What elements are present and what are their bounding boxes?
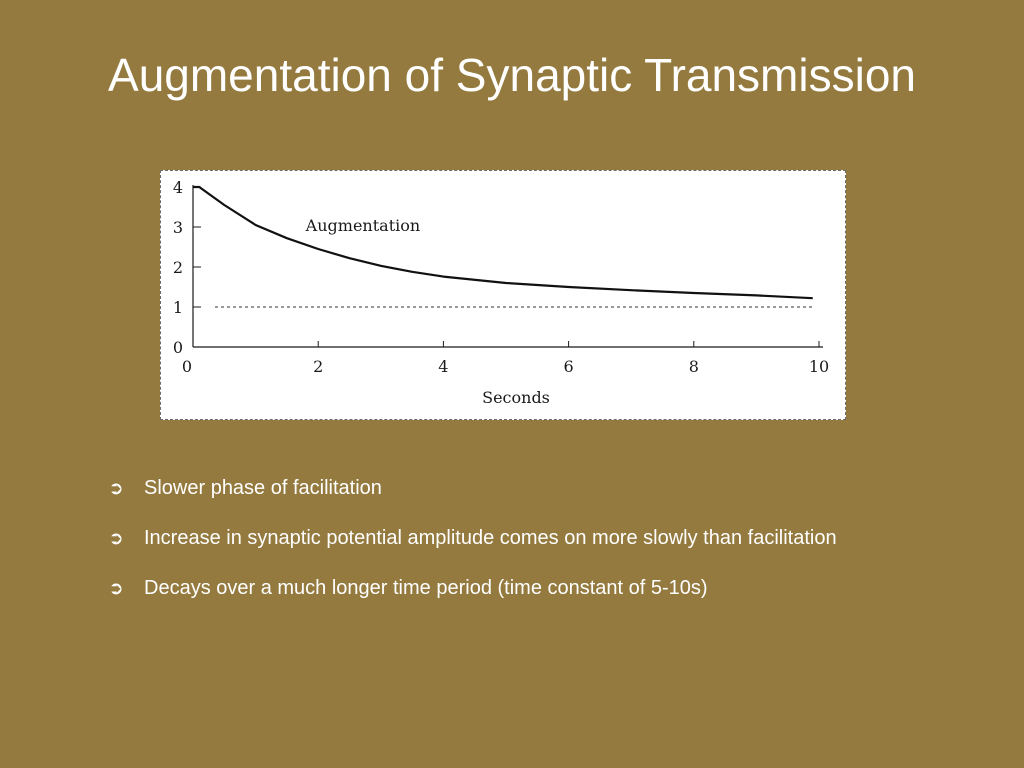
circled-arrow-icon: ➲ [108, 578, 124, 598]
chart-canvas: 0 2 4 6 8 10 0 1 2 3 4 Augmentation Seconds [173, 178, 829, 407]
x-tick-label: 0 [182, 357, 192, 376]
y-tick-label: 0 [173, 338, 183, 357]
augmentation-curve [193, 185, 813, 300]
slide-title: Augmentation of Synaptic Transmission [108, 49, 916, 101]
y-tick-label: 2 [173, 258, 183, 277]
x-tick-label: 2 [313, 357, 323, 376]
circled-arrow-icon: ➲ [108, 528, 124, 548]
bullet-item: ➲ Increase in synaptic potential amplitu… [104, 524, 944, 552]
circled-arrow-icon: ➲ [108, 478, 124, 498]
bullet-text: Slower phase of facilitation [144, 477, 382, 499]
bullet-text: Increase in synaptic potential amplitude… [144, 527, 837, 549]
x-axis-label: Seconds [482, 388, 550, 407]
bullet-item: ➲ Decays over a much longer time period … [104, 574, 944, 602]
series-label: Augmentation [305, 216, 421, 235]
x-tick-label: 6 [564, 357, 574, 376]
y-tick-label: 3 [173, 218, 183, 237]
bullet-text: Decays over a much longer time period (t… [144, 577, 708, 599]
chart-labels: 0 2 4 6 8 10 0 1 2 3 4 Augmentation Seconds [173, 178, 829, 407]
augmentation-chart: 0 2 4 6 8 10 0 1 2 3 4 Augmentation Seconds [160, 170, 846, 420]
y-tick-label: 1 [173, 298, 183, 317]
bullet-item: ➲ Slower phase of facilitation [104, 474, 944, 502]
series-layer [193, 185, 813, 300]
x-tick-label: 8 [689, 357, 699, 376]
x-tick-label: 10 [809, 357, 829, 376]
y-tick-label: 4 [173, 178, 183, 197]
x-tick-label: 4 [438, 357, 448, 376]
bullet-list: ➲ Slower phase of facilitation ➲ Increas… [104, 474, 944, 624]
chart-axes [192, 185, 823, 348]
